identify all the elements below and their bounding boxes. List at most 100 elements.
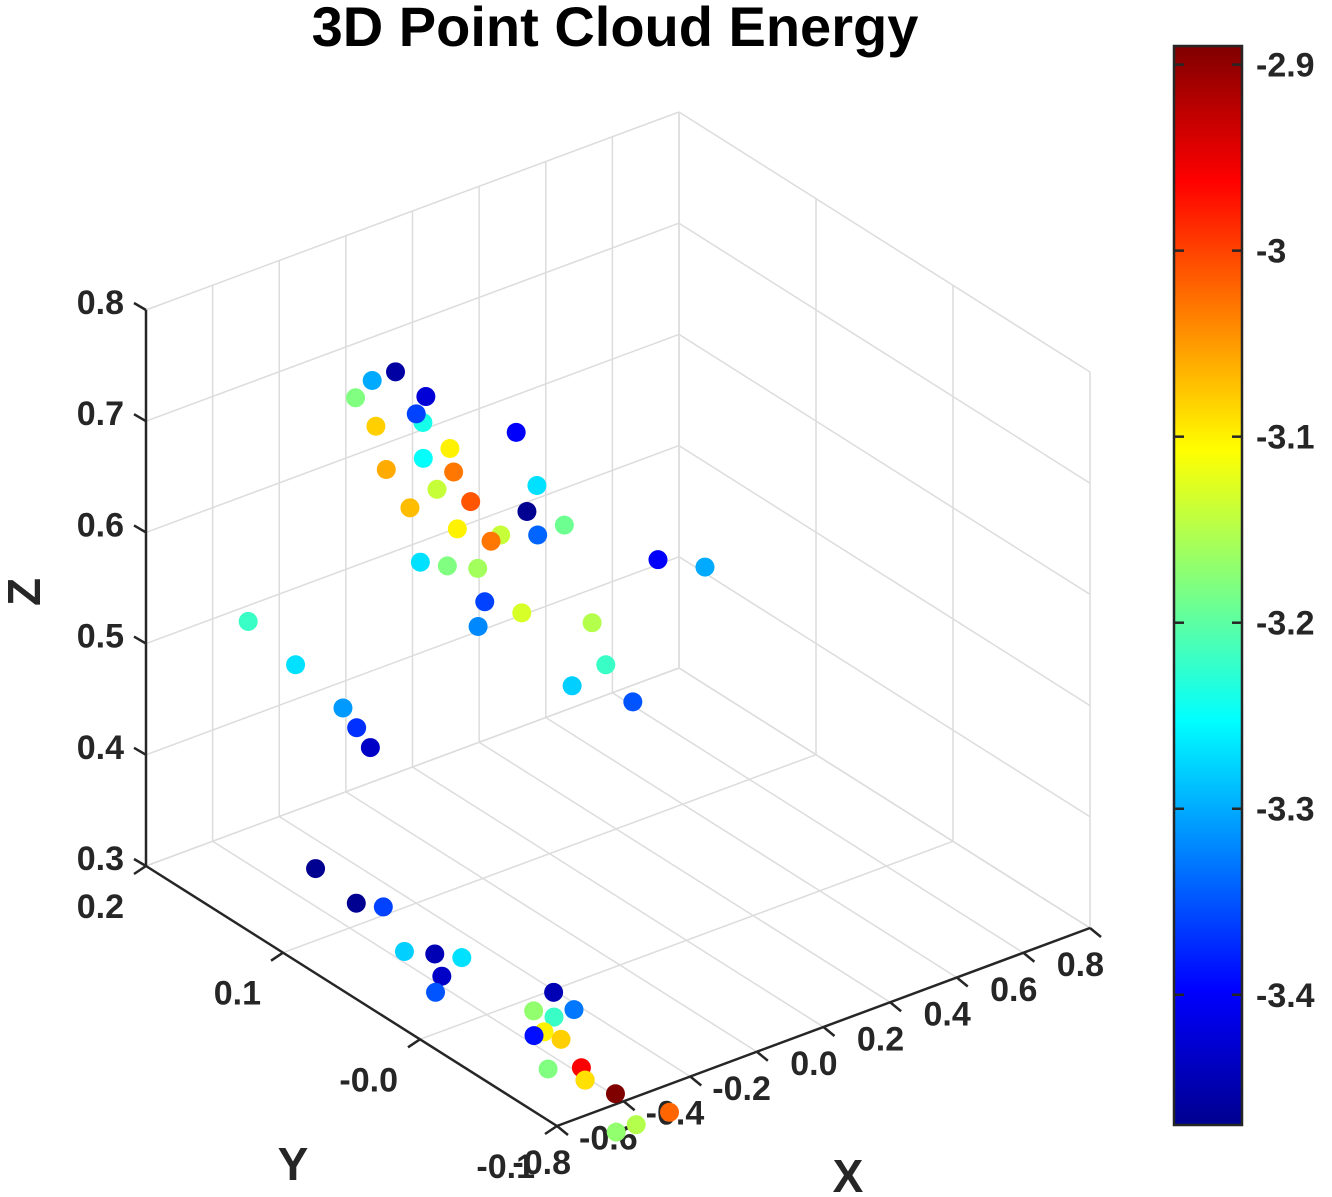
data-point: [528, 525, 548, 545]
grid-line: [678, 667, 1091, 929]
data-point: [346, 893, 366, 913]
y-tick-mark: [133, 864, 147, 876]
data-point: [562, 676, 582, 696]
grid-line: [145, 667, 680, 867]
data-point: [413, 448, 433, 468]
data-point: [373, 897, 393, 917]
colorbar-tick-label: -3.3: [1256, 791, 1315, 829]
grid-line: [278, 815, 691, 1078]
x-tick-label: 0.4: [923, 996, 970, 1034]
colorbar-tick-label: -3.1: [1256, 419, 1315, 457]
data-point: [362, 371, 382, 391]
data-point: [406, 404, 426, 424]
chart-title: 3D Point Cloud Energy: [312, 0, 919, 58]
grid-line: [345, 791, 758, 1053]
grid-line: [145, 444, 680, 645]
x-tick-mark: [689, 1075, 703, 1087]
y-tick-label: 0.2: [77, 888, 124, 926]
data-point: [400, 498, 420, 518]
data-point: [461, 492, 481, 512]
data-point: [238, 611, 258, 631]
x-tick-label: -0.2: [712, 1070, 771, 1108]
grid-line: [412, 766, 824, 1028]
axes: [133, 301, 1102, 1136]
data-point: [481, 531, 501, 551]
grid-line: [678, 222, 1091, 484]
grid-line: [545, 716, 958, 979]
z-tick-mark: [133, 301, 147, 312]
data-point: [695, 557, 715, 577]
tick-labels: -0.8-0.6-0.4-0.20.00.20.40.60.8-0.1-0.00…: [77, 284, 1104, 1186]
data-point: [286, 655, 306, 675]
grid-line: [678, 333, 1091, 596]
colorbar-tick-label: -3.4: [1256, 977, 1315, 1015]
colorbar: -2.9 -3 -3.1 -3.2 -3.3 -3.4: [1172, 44, 1315, 1127]
data-point: [544, 982, 564, 1002]
data-point: [623, 692, 643, 712]
data-point: [605, 1084, 625, 1104]
z-tick-mark: [133, 635, 147, 645]
data-point: [544, 1007, 564, 1027]
z-tick-label: 0.7: [77, 395, 124, 433]
y-axis-line: [145, 864, 558, 1128]
grid-line: [212, 840, 625, 1102]
data-point: [538, 1059, 558, 1079]
grid-line: [611, 692, 1024, 954]
x-tick-mark: [622, 1100, 636, 1112]
data-point: [524, 1026, 544, 1046]
data-point: [524, 1001, 544, 1021]
data-point: [527, 476, 547, 496]
x-tick-mark: [556, 1125, 569, 1136]
grid-line: [145, 556, 680, 756]
data-point: [517, 501, 537, 521]
x-tick-mark: [756, 1050, 769, 1062]
x-tick-mark: [1089, 927, 1102, 938]
grid-line: [145, 222, 680, 422]
data-point: [440, 438, 460, 458]
data-point: [306, 859, 326, 879]
grid-line: [419, 840, 954, 1041]
data-point: [468, 616, 488, 636]
grid-line: [282, 753, 817, 954]
y-axis-label: Y: [278, 1138, 309, 1190]
x-tick-mark: [822, 1026, 836, 1037]
data-point: [475, 592, 495, 612]
z-tick-mark: [133, 524, 147, 534]
grid-line: [678, 111, 1091, 373]
data-point: [426, 982, 446, 1002]
data-point: [512, 603, 532, 623]
z-tick-label: 0.3: [77, 840, 124, 878]
data-point: [432, 966, 452, 986]
data-point: [394, 941, 414, 961]
z-tick-label: 0.4: [77, 729, 124, 767]
y-tick-label: -0.1: [476, 1148, 535, 1186]
y-tick-label: -0.0: [339, 1061, 398, 1099]
data-point: [427, 479, 447, 499]
z-tick-label: 0.6: [77, 506, 124, 544]
z-tick-label: 0.8: [77, 284, 124, 322]
grid-line: [678, 444, 1091, 707]
colorbar-tick-label: -2.9: [1256, 47, 1315, 85]
data-point: [606, 1122, 626, 1142]
x-tick-mark: [955, 976, 969, 988]
data-point: [416, 387, 436, 407]
x-tick-mark: [1022, 951, 1036, 963]
x-tick-label: 0.6: [990, 971, 1037, 1009]
data-point: [444, 462, 464, 482]
x-tick-mark: [889, 1001, 902, 1013]
data-point: [626, 1115, 646, 1135]
data-point: [410, 552, 430, 572]
y-tick-label: 0.1: [214, 975, 261, 1013]
grid-line: [145, 111, 680, 311]
data-point: [468, 558, 488, 578]
x-tick-label: 0.8: [1057, 946, 1104, 984]
data-points: [238, 362, 715, 1142]
colorbar-tick-label: -3: [1256, 233, 1286, 271]
z-tick-mark: [133, 746, 147, 756]
data-point: [648, 550, 668, 570]
data-point: [437, 556, 457, 576]
data-point: [596, 655, 616, 675]
x-axis-label: X: [833, 1150, 864, 1197]
back-grid: [145, 111, 1091, 1127]
